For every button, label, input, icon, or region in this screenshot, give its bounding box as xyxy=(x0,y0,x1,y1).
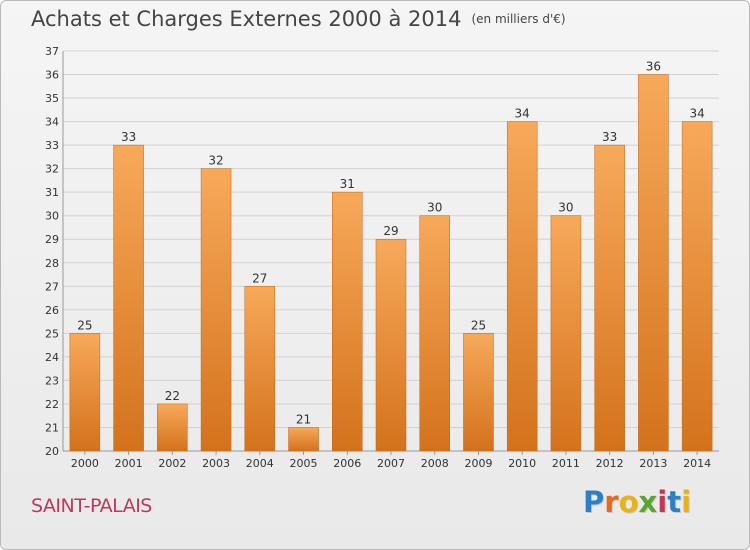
y-tick-label: 30 xyxy=(45,210,59,223)
logo-letter: t xyxy=(667,485,682,519)
y-tick-label: 32 xyxy=(45,163,59,176)
x-tick-label: 2007 xyxy=(377,457,405,470)
y-tick-label: 36 xyxy=(45,69,59,82)
x-tick-label: 2006 xyxy=(333,457,361,470)
y-tick-label: 34 xyxy=(45,116,59,129)
data-label: 21 xyxy=(296,412,311,426)
bar xyxy=(463,333,494,452)
bar xyxy=(113,144,144,452)
x-tick-label: 2014 xyxy=(683,457,711,470)
data-label: 25 xyxy=(471,318,486,332)
x-tick-label: 2004 xyxy=(246,457,274,470)
chart-title: Achats et Charges Externes 2000 à 2014 (e… xyxy=(31,7,566,31)
x-tick-label: 2011 xyxy=(552,457,580,470)
bar xyxy=(157,403,188,452)
y-tick-label: 23 xyxy=(45,374,59,387)
x-tick-label: 2010 xyxy=(508,457,536,470)
x-tick-label: 2012 xyxy=(596,457,624,470)
data-label: 36 xyxy=(646,60,661,74)
y-tick-label: 27 xyxy=(45,280,59,293)
logo-letter: i xyxy=(681,485,692,519)
title-text: Achats et Charges Externes 2000 à 2014 xyxy=(31,7,462,31)
bar xyxy=(332,191,363,452)
data-label: 29 xyxy=(383,224,398,238)
logo-letter: o xyxy=(618,485,639,519)
x-tick-label: 2002 xyxy=(158,457,186,470)
data-label: 22 xyxy=(165,389,180,403)
bar xyxy=(638,74,669,452)
x-tick-label: 2009 xyxy=(464,457,492,470)
bar xyxy=(375,238,407,452)
data-label: 34 xyxy=(515,107,530,121)
x-tick-label: 2005 xyxy=(290,457,318,470)
proxiti-logo: Proxiti xyxy=(583,485,691,519)
data-label: 33 xyxy=(121,130,136,144)
logo-letter: P xyxy=(583,485,605,519)
bar xyxy=(594,144,625,452)
y-tick-label: 33 xyxy=(45,139,59,152)
bar xyxy=(244,286,276,452)
bar xyxy=(506,121,538,452)
commune-name: SAINT-PALAIS xyxy=(31,495,152,517)
data-label: 25 xyxy=(77,318,92,332)
y-tick-label: 28 xyxy=(45,257,59,270)
x-tick-label: 2001 xyxy=(115,457,143,470)
data-label: 34 xyxy=(689,107,704,121)
y-tick-label: 29 xyxy=(45,233,59,246)
data-label: 27 xyxy=(252,271,267,285)
bar xyxy=(419,215,450,452)
data-label: 30 xyxy=(427,201,442,215)
bar xyxy=(550,215,582,452)
bar xyxy=(200,168,232,452)
y-tick-label: 20 xyxy=(45,445,59,458)
bar xyxy=(681,121,713,452)
data-label: 32 xyxy=(208,154,223,168)
x-tick-label: 2013 xyxy=(639,457,667,470)
x-tick-label: 2000 xyxy=(71,457,99,470)
y-tick-label: 22 xyxy=(45,398,59,411)
y-tick-label: 25 xyxy=(45,327,59,340)
logo-letter: r xyxy=(604,485,619,519)
unit-label: (en milliers d'€) xyxy=(471,12,566,26)
y-tick-label: 26 xyxy=(45,304,59,317)
bar xyxy=(69,333,101,452)
y-tick-label: 31 xyxy=(45,186,59,199)
x-tick-label: 2008 xyxy=(421,457,449,470)
y-tick-label: 21 xyxy=(45,421,59,434)
bar xyxy=(288,427,319,452)
logo-letter: x xyxy=(638,485,658,519)
x-tick-label: 2003 xyxy=(202,457,230,470)
data-label: 30 xyxy=(558,201,573,215)
data-label: 31 xyxy=(340,177,355,191)
logo-letter: i xyxy=(657,485,668,519)
y-tick-label: 24 xyxy=(45,351,59,364)
y-tick-label: 35 xyxy=(45,92,59,105)
y-tick-label: 37 xyxy=(45,45,59,58)
data-label: 33 xyxy=(602,130,617,144)
